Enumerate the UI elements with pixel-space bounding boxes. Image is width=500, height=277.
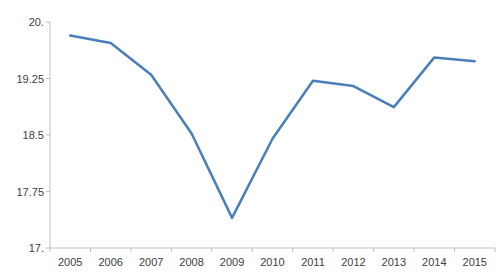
x-tick-label: 2008 bbox=[179, 256, 203, 268]
x-tick bbox=[171, 248, 172, 252]
x-tick-label: 2010 bbox=[260, 256, 284, 268]
x-tick-label: 2014 bbox=[422, 256, 446, 268]
x-tick bbox=[90, 248, 91, 252]
x-tick-label: 2005 bbox=[58, 256, 82, 268]
y-tick-label: 20. bbox=[29, 16, 44, 28]
y-tick-label: 19.25 bbox=[16, 73, 44, 85]
y-tick bbox=[46, 22, 50, 23]
plot-area bbox=[70, 36, 475, 218]
x-tick bbox=[211, 248, 212, 252]
y-tick bbox=[46, 135, 50, 136]
x-tick bbox=[130, 248, 131, 252]
x-tick bbox=[373, 248, 374, 252]
x-tick bbox=[454, 248, 455, 252]
x-tick bbox=[333, 248, 334, 252]
x-axis bbox=[50, 248, 495, 249]
x-tick-label: 2009 bbox=[220, 256, 244, 268]
x-tick-label: 2013 bbox=[382, 256, 406, 268]
x-tick bbox=[50, 248, 51, 252]
data-line bbox=[70, 36, 475, 218]
x-tick bbox=[292, 248, 293, 252]
x-tick bbox=[414, 248, 415, 252]
y-tick bbox=[46, 191, 50, 192]
x-tick-label: 2007 bbox=[139, 256, 163, 268]
x-tick bbox=[495, 248, 496, 252]
y-tick-label: 18.5 bbox=[23, 129, 44, 141]
y-tick-label: 17. bbox=[29, 242, 44, 254]
y-axis bbox=[50, 22, 51, 248]
x-tick-label: 2006 bbox=[98, 256, 122, 268]
y-tick bbox=[46, 248, 50, 249]
y-tick-label: 17.75 bbox=[16, 186, 44, 198]
x-tick-label: 2012 bbox=[341, 256, 365, 268]
x-tick bbox=[252, 248, 253, 252]
x-tick-label: 2011 bbox=[301, 256, 325, 268]
x-tick-label: 2015 bbox=[463, 256, 487, 268]
chart: 17. 17.75 18.5 19.25 20. 2005 2006 2007 2008 2009… bbox=[0, 0, 500, 277]
y-tick bbox=[46, 78, 50, 79]
chart-container: 17. 17.75 18.5 19.25 20. 2005 2006 2007 2008 2009… bbox=[0, 0, 500, 277]
